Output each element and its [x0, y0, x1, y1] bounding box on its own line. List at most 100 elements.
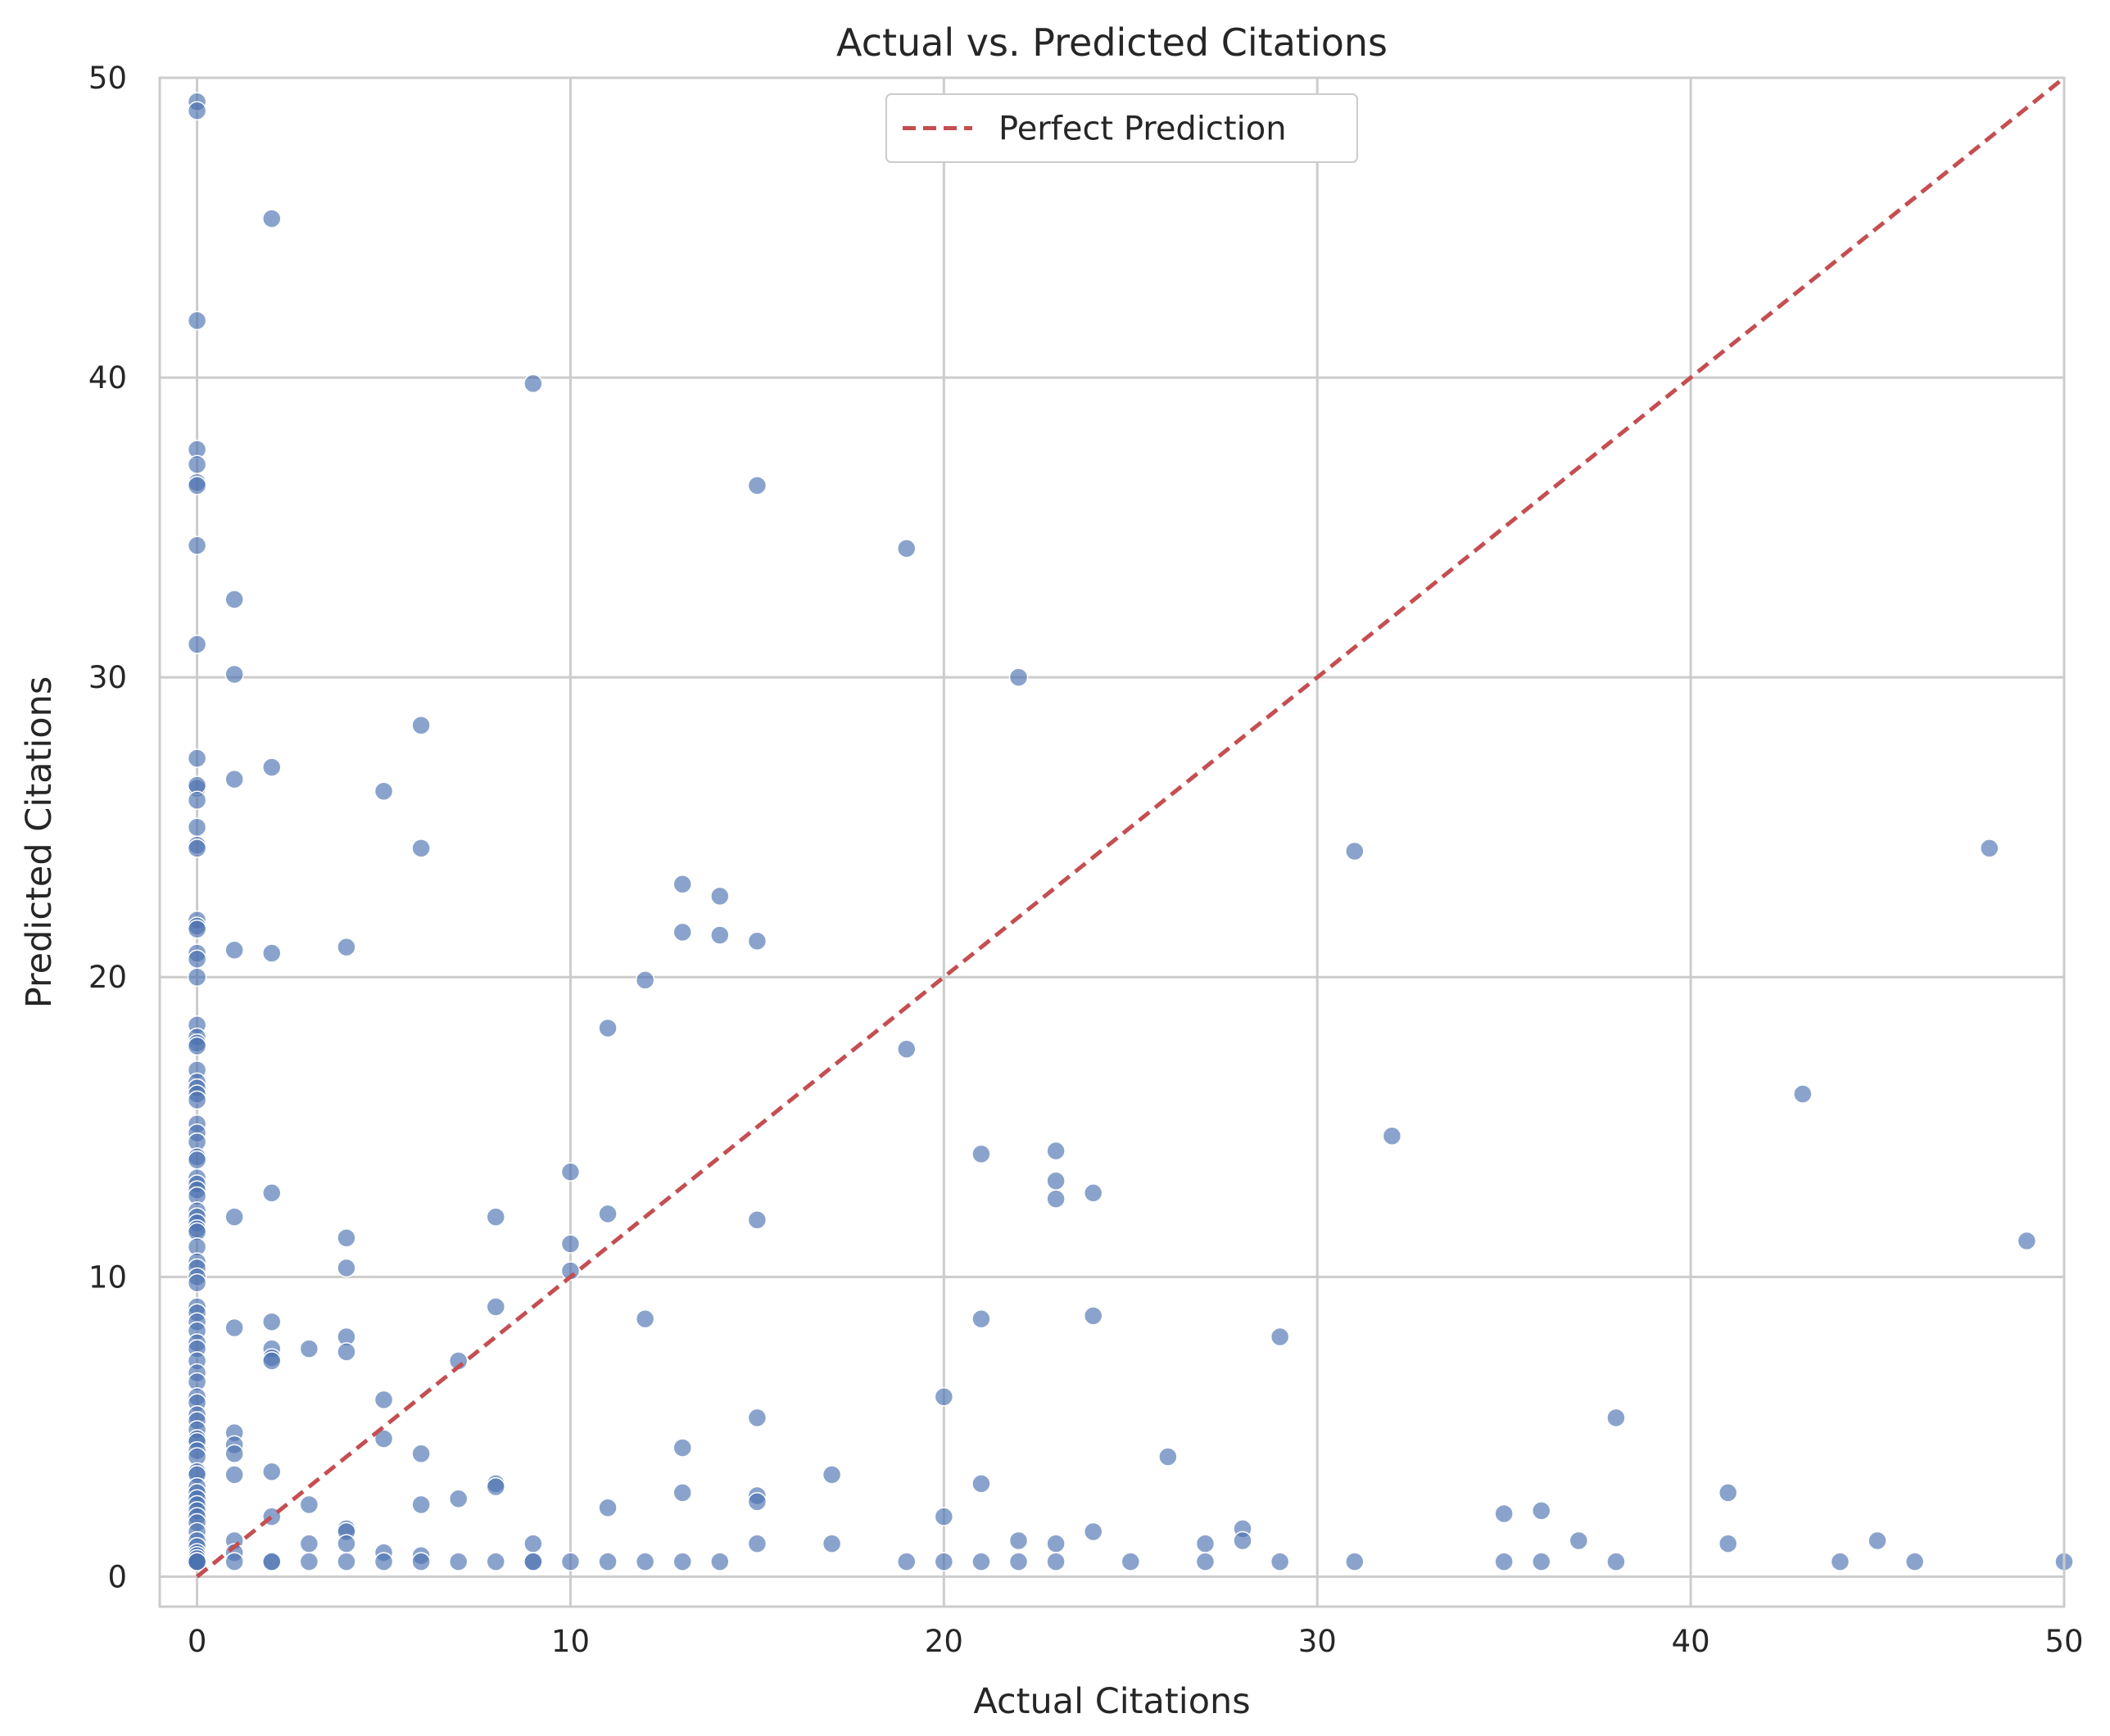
data-point	[187, 919, 207, 939]
data-point	[1532, 1501, 1551, 1521]
data-point	[1008, 667, 1029, 687]
data-point	[224, 1318, 244, 1338]
data-point	[262, 1462, 282, 1482]
data-point	[411, 839, 431, 858]
perfect-prediction-line	[196, 76, 2066, 1579]
data-point	[187, 454, 207, 474]
data-point	[897, 538, 917, 558]
data-point	[1868, 1530, 1887, 1551]
data-point	[635, 970, 655, 990]
data-point	[560, 1162, 581, 1182]
data-point	[486, 1552, 506, 1571]
data-point	[1008, 1552, 1029, 1571]
x-tick-labels: 0 10 20 30 40 50	[188, 1624, 2084, 1659]
data-point	[523, 1534, 543, 1553]
data-point	[486, 1476, 506, 1497]
data-point	[672, 875, 692, 894]
data-point	[1718, 1534, 1738, 1553]
data-point	[1494, 1552, 1514, 1571]
data-point	[635, 1309, 655, 1329]
data-point	[262, 757, 282, 777]
data-point	[1158, 1447, 1178, 1467]
data-point	[486, 1207, 506, 1227]
data-point	[1569, 1530, 1589, 1551]
data-point	[411, 1494, 431, 1515]
data-point	[337, 1552, 356, 1571]
data-point	[374, 1429, 394, 1449]
data-point	[262, 1351, 282, 1371]
x-axis-label: Actual Citations	[973, 1681, 1250, 1722]
data-point	[187, 1150, 207, 1170]
data-point	[1793, 1084, 1813, 1104]
data-point	[262, 209, 282, 228]
data-point	[187, 1090, 207, 1110]
data-point	[224, 1207, 244, 1227]
data-point	[747, 1210, 767, 1230]
data-point	[411, 715, 431, 735]
data-point	[411, 1444, 431, 1464]
x-tick-label: 40	[1672, 1624, 1710, 1659]
data-point	[187, 310, 207, 331]
data-point	[560, 1234, 581, 1254]
data-point	[822, 1534, 842, 1553]
data-point	[299, 1494, 319, 1515]
data-point	[1046, 1141, 1066, 1161]
data-point	[1904, 1552, 1925, 1571]
data-point	[187, 949, 207, 970]
data-point	[224, 940, 244, 961]
data-point	[187, 748, 207, 768]
data-point	[374, 1390, 394, 1410]
data-point	[1046, 1171, 1066, 1191]
legend-box	[885, 93, 1358, 163]
data-point	[897, 1552, 917, 1571]
data-point	[486, 1297, 506, 1317]
data-point	[224, 664, 244, 685]
data-point	[598, 1498, 618, 1517]
data-point	[187, 536, 207, 555]
data-point	[1083, 1521, 1103, 1542]
data-point	[1008, 1530, 1029, 1551]
data-point	[897, 1039, 917, 1059]
data-point	[1345, 841, 1365, 861]
data-point	[187, 839, 207, 858]
data-point	[747, 931, 767, 952]
data-point	[1606, 1552, 1626, 1571]
data-point	[224, 769, 244, 789]
data-point	[1046, 1189, 1066, 1209]
data-point	[1233, 1530, 1252, 1551]
data-point	[187, 817, 207, 837]
legend: Perfect Prediction	[885, 93, 1358, 163]
data-point	[598, 1552, 618, 1571]
data-point	[224, 1444, 244, 1464]
data-point	[187, 790, 207, 810]
data-point	[224, 1465, 244, 1485]
data-point	[747, 1534, 767, 1553]
data-point	[635, 1552, 655, 1571]
y-axis-label: Predicted Citations	[19, 676, 60, 1008]
data-point	[560, 1552, 581, 1571]
data-point	[448, 1489, 469, 1508]
data-point	[448, 1552, 469, 1571]
y-tick-label: 50	[88, 61, 127, 96]
data-point	[1830, 1552, 1850, 1571]
data-point	[224, 1552, 244, 1571]
y-tick-label: 0	[107, 1559, 127, 1594]
data-point	[262, 943, 282, 963]
data-point	[187, 476, 207, 495]
data-point	[299, 1552, 319, 1571]
data-point	[1980, 839, 1999, 858]
data-point	[710, 1552, 730, 1571]
data-point	[187, 635, 207, 654]
data-point	[672, 1438, 692, 1458]
data-point	[971, 1144, 991, 1164]
data-point	[337, 1534, 356, 1553]
data-point	[523, 1552, 543, 1571]
data-point	[1083, 1183, 1103, 1203]
data-point	[971, 1474, 991, 1494]
data-point	[411, 1552, 431, 1571]
data-point	[2017, 1231, 2037, 1251]
data-point	[747, 476, 767, 495]
x-tick-label: 50	[2044, 1624, 2083, 1659]
data-point	[598, 1204, 618, 1224]
data-point	[337, 1342, 356, 1362]
